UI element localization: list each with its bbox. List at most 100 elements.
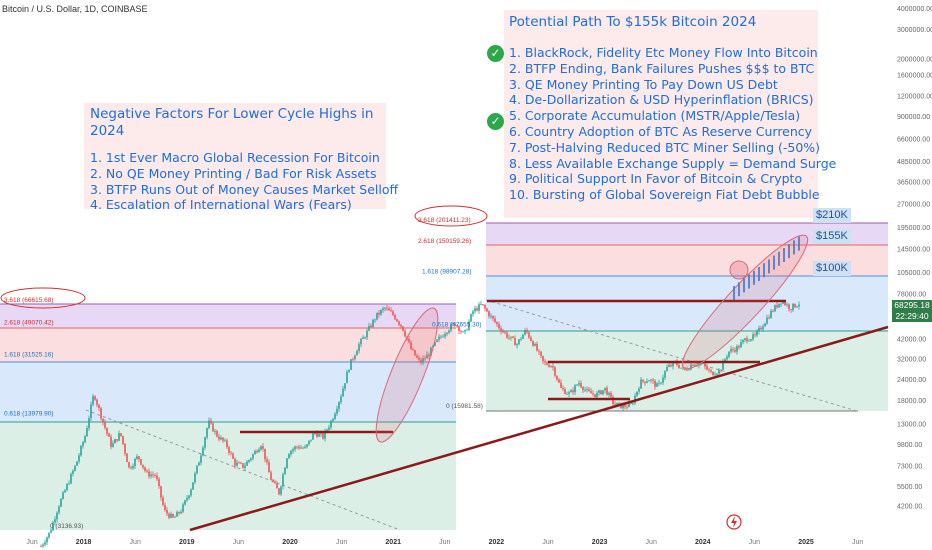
candle-body-244 [528,332,530,338]
candle-body-215 [470,314,472,322]
x-tick-label-8: Jun [439,539,450,546]
potential-item-1: 1. BlackRock, Fidelity Etc Money Flow In… [509,45,818,60]
candle-body-66 [172,513,174,518]
negative-factor-3: 3. BTFP Runs Out of Money Causes Market … [90,181,399,197]
candle-body-269 [578,383,580,385]
candle-body-223 [486,308,488,312]
candle-body-305 [650,379,652,381]
y-tick-label-1: 3000000.00 [897,27,932,34]
candle-body-315 [670,365,672,367]
candle-body-89 [218,436,220,440]
candle-body-211 [462,331,464,333]
candle-body-206 [452,323,454,325]
fib-label-cycle1-0: 3.618 (66615.68) [4,297,54,304]
candle-body-314 [668,365,670,367]
candle-body-87 [214,430,216,432]
candle-body-339 [718,369,720,374]
projection-bar-13 [798,236,800,251]
candle-body-159 [358,344,360,352]
candle-body-96 [232,453,234,459]
candle-body-139 [318,433,320,437]
candle-body-41 [122,435,124,444]
candle-body-202 [444,334,446,337]
candle-body-82 [204,437,206,448]
candle-body-177 [394,314,396,320]
candle-body-376 [792,303,794,310]
y-tick-label-0: 4000000.00 [897,6,932,13]
negative-factor-4: 4. Escalation of International Wars (Fea… [90,197,352,213]
candle-body-344 [728,351,730,357]
y-tick-label-21: 7300.00 [897,463,922,470]
candle-body-70 [180,511,182,514]
candle-body-352 [744,338,746,341]
candle-body-190 [420,359,422,363]
y-tick-label-5: 900000.00 [897,114,930,121]
projection-path [733,236,800,300]
candle-body-171 [382,308,384,311]
candle-body-201 [442,336,444,338]
candle-body-76 [192,482,194,490]
candle-body-1 [42,544,44,547]
projection-bar-9 [778,251,780,266]
y-tick-label-11: 145000.00 [897,247,930,254]
candle-body-69 [178,511,180,514]
candle-body-17 [74,465,76,471]
candle-body-93 [226,440,228,448]
candle-body-368 [776,305,778,308]
candle-body-288 [616,402,618,405]
candle-body-178 [396,319,398,322]
breakout-ellipse-2024 [681,234,809,370]
candle-body-143 [326,429,328,431]
candle-body-147 [334,413,336,420]
candle-body-140 [320,433,322,435]
candle-body-45 [130,467,132,469]
candle-body-144 [328,427,330,430]
candle-body-281 [602,390,604,395]
y-tick-label-22: 5500.00 [897,484,922,491]
y-axis: 4000000.00 3000000.00 2000000.00 1600000.00… [897,6,932,511]
candle-body-266 [572,390,574,393]
potential-item-4: 4. De-Dollarization & USD Hyperinflation… [509,92,814,108]
candle-body-239 [518,339,520,345]
candle-body-174 [388,308,390,311]
candle-body-12 [64,490,66,493]
candle-body-42 [124,443,126,454]
candle-body-131 [302,447,304,449]
candle-body-333 [706,366,708,370]
candle-body-228 [496,321,498,325]
candle-body-73 [186,498,188,501]
candle-body-116 [272,479,274,482]
candle-body-222 [484,304,486,309]
candle-body-175 [390,310,392,312]
candle-body-293 [626,406,628,408]
fib-label-cycle2-0: 3.618 (201411.23) [418,217,471,224]
projection-bar-4 [753,270,755,285]
candle-body-51 [142,464,144,468]
x-tick-label-10: Jun [542,539,553,546]
candle-body-46 [132,465,134,469]
candle-body-161 [362,337,364,339]
y-tick-label-3: 1600000.00 [897,72,932,79]
candle-body-214 [468,321,470,330]
x-tick-label-16: Jun [852,539,863,546]
candle-body-141 [322,433,324,439]
lightning-icon[interactable] [726,514,742,530]
fib-zones-cycle-2 [486,222,888,412]
y-tick-label-20: 9800.00 [897,442,922,449]
candle-body-54 [148,471,150,477]
candle-body-180 [400,324,402,327]
candle-body-197 [434,341,436,346]
candle-body-39 [118,433,120,441]
candle-body-9 [58,506,60,513]
candle-body-7 [54,519,56,523]
y-tick-label-15: 42000.00 [897,337,926,344]
candle-body-285 [610,392,612,397]
candle-body-309 [658,382,660,384]
candle-body-283 [606,387,608,395]
candle-body-109 [258,449,260,453]
candle-body-167 [374,319,376,321]
fib-label-circle-2 [414,205,488,227]
candle-body-44 [128,462,130,468]
candle-body-164 [368,325,370,331]
